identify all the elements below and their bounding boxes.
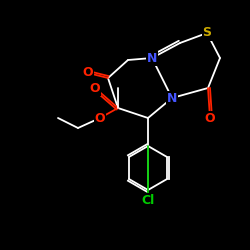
Text: N: N <box>147 52 157 64</box>
Text: N: N <box>167 92 177 104</box>
Text: O: O <box>205 112 215 124</box>
Text: O: O <box>83 66 93 80</box>
Text: Cl: Cl <box>142 194 154 206</box>
Text: S: S <box>202 26 211 40</box>
Text: O: O <box>95 112 105 124</box>
Text: O: O <box>90 82 100 94</box>
